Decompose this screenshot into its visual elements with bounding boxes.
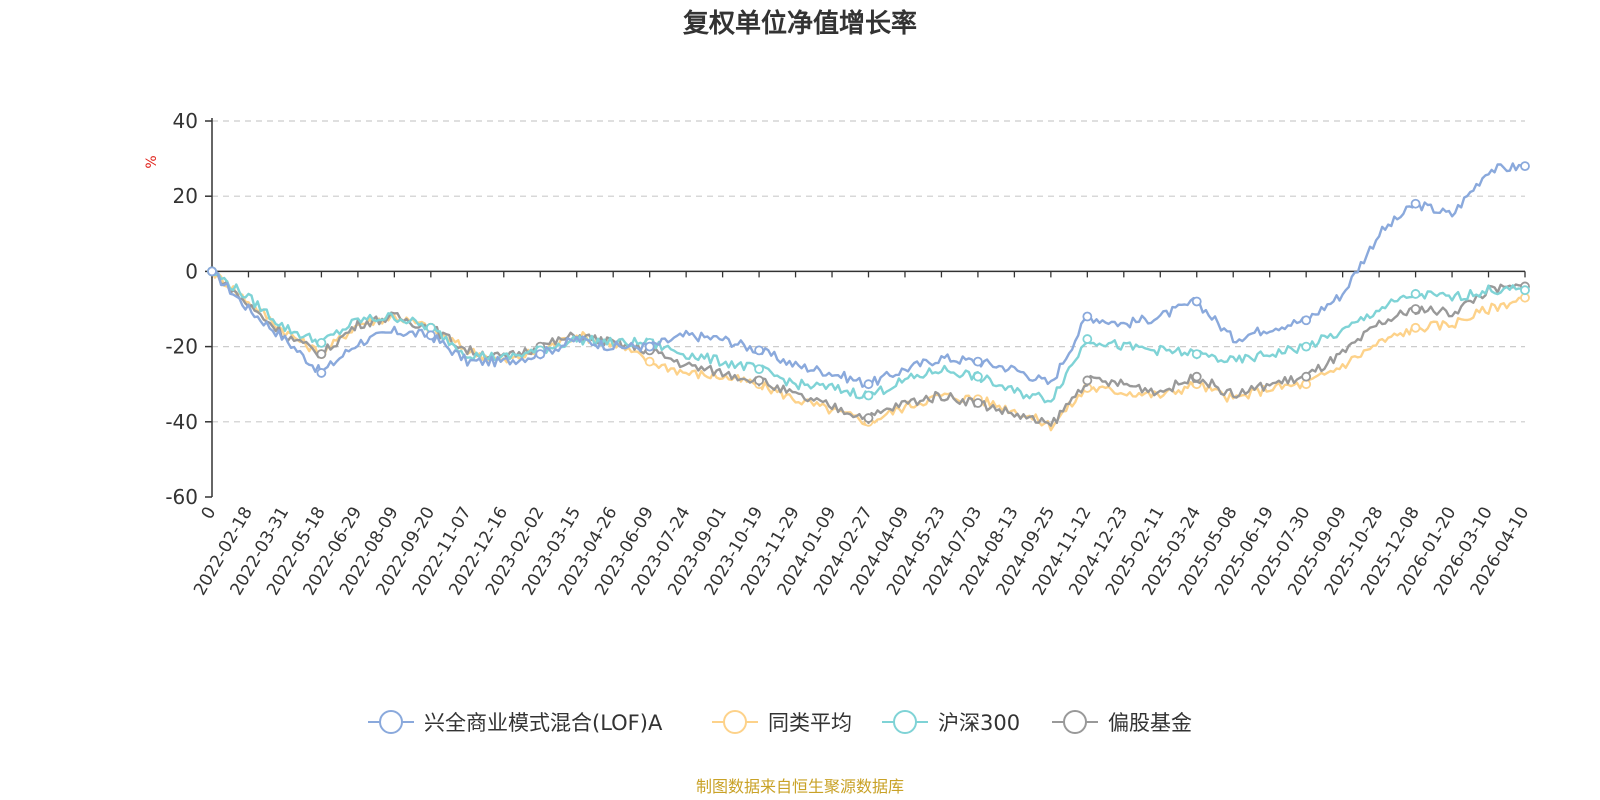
y-tick-label: -60: [165, 485, 198, 509]
legend-label: 兴全商业模式混合(LOF)A: [424, 711, 663, 735]
x-tick-labels: 02022-02-182022-03-312022-05-182022-06-2…: [190, 504, 1533, 600]
series-point: [644, 341, 655, 352]
source-note: 制图数据来自恒生聚源数据库: [696, 777, 904, 796]
series-point: [535, 349, 546, 360]
series-point: [1410, 289, 1421, 299]
series-point: [1520, 161, 1530, 172]
legend-label: 同类平均: [768, 711, 852, 735]
series-point: [1191, 371, 1202, 382]
series-point: [1082, 311, 1093, 322]
series-point: [1082, 375, 1093, 386]
series-line: [211, 270, 1526, 427]
axes: [205, 118, 1526, 498]
series-point: [316, 368, 327, 378]
y-axis-unit: %: [144, 155, 160, 168]
legend-label: 偏股基金: [1108, 711, 1192, 735]
y-tick-label: -20: [165, 335, 198, 359]
x-tick-label: 0: [198, 504, 221, 523]
series-lines: [207, 161, 1530, 432]
series-point: [316, 337, 327, 348]
legend-item[interactable]: 偏股基金: [1052, 710, 1192, 735]
series-point: [316, 349, 327, 360]
series-point: [863, 379, 874, 390]
series-point: [754, 375, 764, 386]
chart-title: 复权单位净值增长率: [683, 8, 917, 39]
series-point: [1520, 285, 1530, 296]
series-line: [210, 270, 1526, 432]
y-tick-labels: 40 20 0 -20 -40 -60: [165, 109, 198, 509]
legend-item[interactable]: 沪深300: [882, 710, 1020, 735]
series-point: [1191, 296, 1202, 307]
y-tick-label: 20: [173, 184, 198, 208]
legend[interactable]: 兴全商业模式混合(LOF)A 同类平均 沪深300 偏股基金: [368, 710, 1192, 735]
y-tick-label: -40: [165, 410, 198, 434]
y-tick-label: 40: [173, 109, 198, 133]
series-point: [425, 330, 436, 341]
series-point: [973, 356, 983, 367]
series-point: [754, 345, 764, 356]
series-point: [1410, 198, 1421, 209]
legend-label: 沪深300: [938, 711, 1020, 735]
legend-marker: [723, 710, 747, 734]
series-point: [1410, 304, 1421, 314]
series-point: [1301, 341, 1312, 352]
series-point: [754, 364, 764, 375]
series-point: [973, 398, 983, 408]
legend-item[interactable]: 同类平均: [712, 710, 852, 735]
series-point: [973, 371, 983, 382]
series-point: [207, 266, 217, 277]
legend-marker: [1063, 710, 1087, 734]
series-point: [863, 413, 874, 423]
series-point: [644, 356, 655, 367]
series-point: [1301, 315, 1312, 326]
y-tick-label: 0: [185, 259, 198, 283]
series-point: [863, 390, 874, 401]
series-point: [1191, 349, 1202, 360]
legend-marker: [893, 710, 917, 734]
series-point: [1082, 334, 1093, 344]
legend-marker: [379, 710, 403, 734]
series-point: [1410, 322, 1421, 333]
series-point: [1301, 371, 1312, 382]
legend-item[interactable]: 兴全商业模式混合(LOF)A: [368, 710, 663, 735]
